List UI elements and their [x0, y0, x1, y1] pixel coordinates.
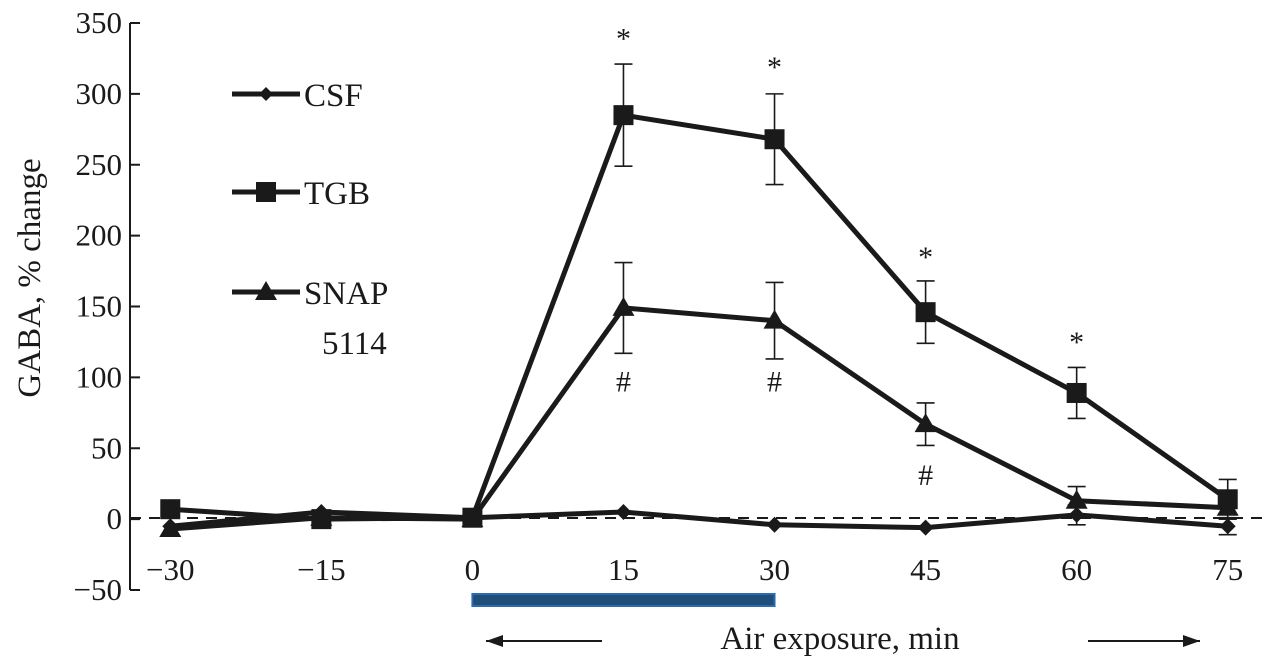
data-point — [764, 129, 785, 150]
y-axis-title: GABA, % change — [12, 158, 48, 397]
legend-item-csf: CSF — [232, 78, 363, 114]
legend-item-tgb: TGB — [232, 176, 370, 212]
series-line — [170, 509, 1228, 531]
data-point — [159, 518, 182, 538]
left-arrow — [486, 635, 602, 647]
data-point — [1065, 489, 1088, 509]
y-tick-label: −50 — [74, 572, 122, 607]
series-snap — [159, 261, 1239, 538]
data-point — [915, 302, 936, 323]
series-layer — [159, 63, 1239, 538]
legend-item-snap: SNAP 5114 — [232, 276, 388, 362]
legend-label-tgb: TGB — [304, 176, 370, 212]
annotation: # — [918, 459, 933, 492]
legend-label-snap: SNAP — [304, 276, 388, 312]
y-tick-label: 50 — [91, 430, 122, 465]
x-tick-label: −15 — [297, 552, 345, 587]
data-point — [1219, 518, 1236, 535]
x-tick-label: 45 — [910, 552, 941, 587]
annotation: * — [1069, 326, 1084, 359]
data-point — [612, 296, 635, 316]
y-tick-label: 0 — [107, 501, 123, 536]
y-tick-label: 300 — [76, 76, 123, 111]
data-point — [615, 504, 632, 521]
x-tick-label: 30 — [759, 552, 790, 587]
y-tick-label: 150 — [76, 289, 123, 324]
x-axis-title: Air exposure, min — [720, 621, 959, 657]
data-point — [613, 105, 634, 126]
data-point — [914, 413, 937, 433]
legend: CSF TGB SNAP 5114 — [232, 78, 388, 362]
x-tick-label: 0 — [465, 552, 481, 587]
legend-marker-diamond — [259, 87, 273, 101]
legend-marker-triangle — [255, 281, 277, 300]
data-point — [917, 519, 934, 536]
x-tick-label: 60 — [1061, 552, 1092, 587]
annotation: # — [616, 366, 631, 399]
data-point — [766, 516, 783, 533]
data-point — [310, 506, 333, 526]
x-tick-labels: −30 −15 0 15 30 45 60 75 — [146, 552, 1243, 587]
x-tick-label: 15 — [608, 552, 639, 587]
exposure-bar — [471, 593, 776, 607]
x-tick-label: −30 — [146, 552, 194, 587]
annotation: # — [767, 366, 782, 399]
legend-marker-square — [256, 182, 276, 202]
y-ticks: −50 0 50 100 150 200 250 300 350 — [74, 5, 140, 607]
legend-label-csf: CSF — [304, 78, 363, 114]
y-tick-label: 100 — [76, 359, 123, 394]
data-point — [1216, 496, 1239, 516]
annotation: * — [918, 241, 933, 274]
right-arrow — [1088, 635, 1200, 647]
y-tick-label: 250 — [76, 147, 123, 182]
series-line — [170, 305, 1228, 532]
data-point — [160, 499, 181, 520]
annotation: * — [767, 51, 782, 84]
y-tick-label: 200 — [76, 218, 123, 253]
annotations: * * * * # # # — [616, 23, 1084, 493]
x-tick-label: 75 — [1212, 552, 1243, 587]
y-tick-label: 350 — [76, 5, 123, 40]
data-point — [1066, 382, 1087, 403]
data-point — [763, 309, 786, 329]
legend-label-snap-line2: 5114 — [322, 326, 387, 362]
data-point — [461, 508, 484, 528]
annotation: * — [616, 23, 631, 56]
